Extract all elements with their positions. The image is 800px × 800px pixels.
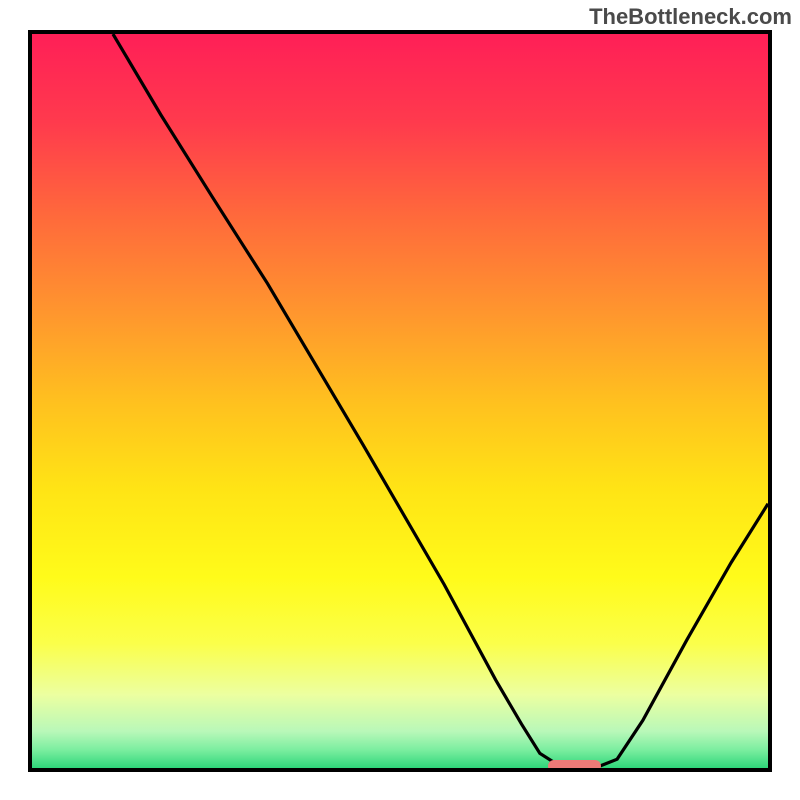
chart-container <box>28 30 772 772</box>
chart-curve <box>32 34 768 768</box>
chart-plot-area <box>32 34 768 768</box>
page-title: TheBottleneck.com <box>589 4 792 30</box>
chart-marker <box>548 760 601 768</box>
chart-curve-path <box>113 34 768 767</box>
